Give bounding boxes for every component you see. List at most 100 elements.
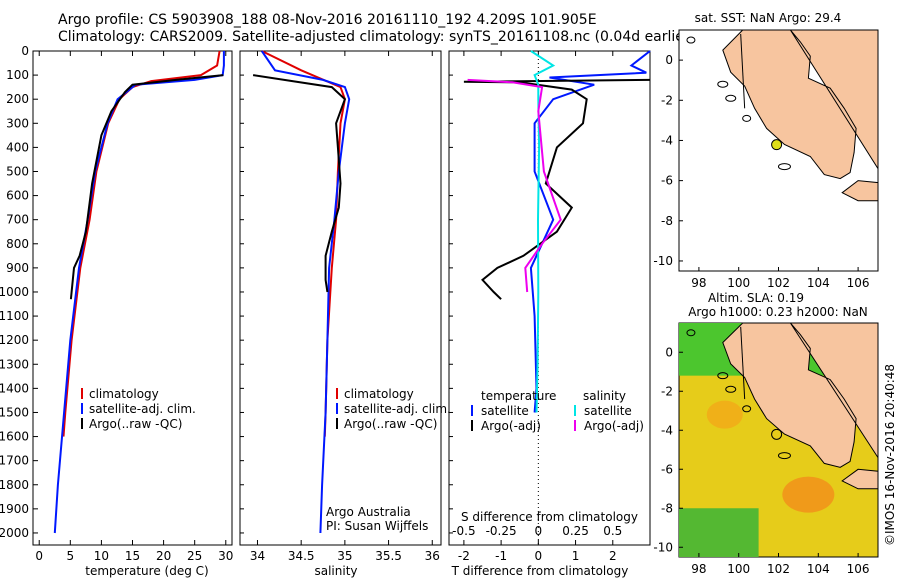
legend-label: Argo(-adj) bbox=[584, 419, 644, 433]
island bbox=[742, 114, 752, 122]
s-tick-label: -0.25 bbox=[486, 524, 517, 538]
enggano-island bbox=[777, 452, 791, 460]
x-tick-label: 0 bbox=[535, 549, 543, 563]
y-tick-label: 700 bbox=[6, 213, 29, 227]
x-tick-label: 5 bbox=[66, 549, 74, 563]
land-java bbox=[841, 180, 879, 202]
map-y-tick-label: -2 bbox=[661, 384, 673, 398]
y-tick-label: 1400 bbox=[0, 381, 29, 395]
s-tick-label: 0.25 bbox=[562, 524, 589, 538]
series-line-temperature-argo-adj- bbox=[463, 78, 651, 300]
s-axis-label: S difference from climatology bbox=[461, 510, 638, 524]
map-x-tick-label: 98 bbox=[691, 276, 706, 290]
y-tick-label: 600 bbox=[6, 189, 29, 203]
map-y-tick-label: -4 bbox=[661, 133, 673, 147]
map-x-tick-label: 106 bbox=[847, 276, 870, 290]
sla-map-title-2: Argo h1000: 0.23 h2000: NaN bbox=[688, 305, 868, 319]
legend-label: Argo(-adj) bbox=[481, 419, 541, 433]
imos-credit: ©IMOS 16-Nov-2016 20:40:48 bbox=[883, 364, 897, 546]
map-x-tick-label: 100 bbox=[727, 562, 750, 576]
x-tick-label: 20 bbox=[156, 549, 171, 563]
island bbox=[725, 385, 737, 393]
island bbox=[725, 94, 737, 102]
x-tick-label: -1 bbox=[495, 549, 507, 563]
map-x-tick-label: 102 bbox=[767, 562, 790, 576]
x-tick-label: 0 bbox=[35, 549, 43, 563]
map-x-tick-label: 104 bbox=[807, 562, 830, 576]
map-x-tick-label: 102 bbox=[767, 276, 790, 290]
land-sumatra bbox=[722, 29, 879, 180]
legend-label: satellite-adj. clim. bbox=[344, 402, 451, 416]
y-tick-label: 1000 bbox=[0, 285, 29, 299]
series-line-argo-raw-qc- bbox=[69, 74, 224, 300]
legend-label: Argo(..raw -QC) bbox=[89, 417, 182, 431]
x-tick-label: 34 bbox=[250, 549, 265, 563]
y-tick-label: 1900 bbox=[0, 502, 29, 516]
map-y-tick-label: -4 bbox=[661, 423, 673, 437]
map-panel-sst_map: 98 100 102 104 106 0 -2 -4 -6 -8 -10 bbox=[653, 29, 879, 290]
sla-southwest-band bbox=[679, 508, 759, 557]
pi-label: PI: Susan Wijffels bbox=[326, 519, 428, 533]
y-tick-label: 1100 bbox=[0, 309, 29, 323]
map-x-tick-label: 106 bbox=[847, 562, 870, 576]
x-tick-label: 35 bbox=[337, 549, 352, 563]
legend-label: climatology bbox=[89, 387, 159, 401]
map-panel-sla_map: 98 100 102 104 106 0 -2 -4 -6 -8 -10 bbox=[653, 322, 879, 576]
x-axis-label: T difference from climatology bbox=[451, 564, 629, 578]
y-tick-label: 200 bbox=[6, 92, 29, 106]
y-tick-label: 2000 bbox=[0, 526, 29, 540]
series-line-salinity-argo-adj- bbox=[467, 78, 562, 293]
y-tick-label: 800 bbox=[6, 237, 29, 251]
argo-australia-label: Argo Australia bbox=[326, 505, 411, 519]
y-tick-label: 1500 bbox=[0, 405, 29, 419]
plot-frame bbox=[448, 50, 651, 546]
float-position-marker bbox=[771, 428, 783, 440]
legend-label: satellite bbox=[584, 404, 632, 418]
island bbox=[686, 36, 696, 44]
x-axis-label: temperature (deg C) bbox=[85, 564, 208, 578]
track-line bbox=[740, 33, 746, 109]
y-tick-label: 1700 bbox=[0, 454, 29, 468]
series-line-argo-raw-qc- bbox=[252, 74, 347, 293]
map-x-tick-label: 98 bbox=[691, 562, 706, 576]
profile-panel-temperature: 0 5 10 15 20 25 300100200300400500600700800900… bbox=[0, 44, 233, 578]
sst-map-title: sat. SST: NaN Argo: 29.4 bbox=[695, 11, 842, 25]
plot-frame bbox=[32, 50, 233, 546]
island bbox=[686, 329, 696, 337]
y-tick-label: 0 bbox=[21, 44, 29, 58]
s-tick-label: 0.5 bbox=[603, 524, 622, 538]
island bbox=[717, 80, 729, 88]
track-line bbox=[740, 326, 746, 400]
legend-label: Argo(..raw -QC) bbox=[344, 417, 437, 431]
y-tick-label: 500 bbox=[6, 164, 29, 178]
island bbox=[742, 405, 752, 413]
legend-header-temperature: temperature bbox=[481, 389, 556, 403]
y-tick-label: 1200 bbox=[0, 333, 29, 347]
map-y-tick-label: -2 bbox=[661, 93, 673, 107]
sla-warm-patch bbox=[706, 400, 743, 429]
map-y-tick-label: -6 bbox=[661, 174, 673, 188]
x-tick-label: -2 bbox=[458, 549, 470, 563]
legend-label: climatology bbox=[344, 387, 414, 401]
map-y-tick-label: -10 bbox=[653, 540, 673, 554]
y-tick-label: 100 bbox=[6, 68, 29, 82]
map-x-tick-label: 100 bbox=[727, 276, 750, 290]
island bbox=[717, 372, 729, 380]
map-y-tick-label: -6 bbox=[661, 462, 673, 476]
y-tick-label: 1800 bbox=[0, 478, 29, 492]
x-tick-label: 2 bbox=[609, 549, 617, 563]
legend-header-salinity: salinity bbox=[583, 389, 626, 403]
land-java bbox=[841, 468, 879, 490]
x-tick-label: 25 bbox=[187, 549, 202, 563]
sla-map-title-1: Altim. SLA: 0.19 bbox=[708, 291, 804, 305]
x-tick-label: 30 bbox=[218, 549, 233, 563]
y-tick-label: 300 bbox=[6, 116, 29, 130]
y-tick-label: 1600 bbox=[0, 430, 29, 444]
y-tick-label: 1300 bbox=[0, 357, 29, 371]
x-tick-label: 35.5 bbox=[375, 549, 402, 563]
legend-label: satellite bbox=[481, 404, 529, 418]
map-x-tick-label: 104 bbox=[807, 276, 830, 290]
title-line-2: Climatology: CARS2009. Satellite-adjuste… bbox=[58, 29, 695, 45]
enggano-island bbox=[777, 163, 791, 171]
